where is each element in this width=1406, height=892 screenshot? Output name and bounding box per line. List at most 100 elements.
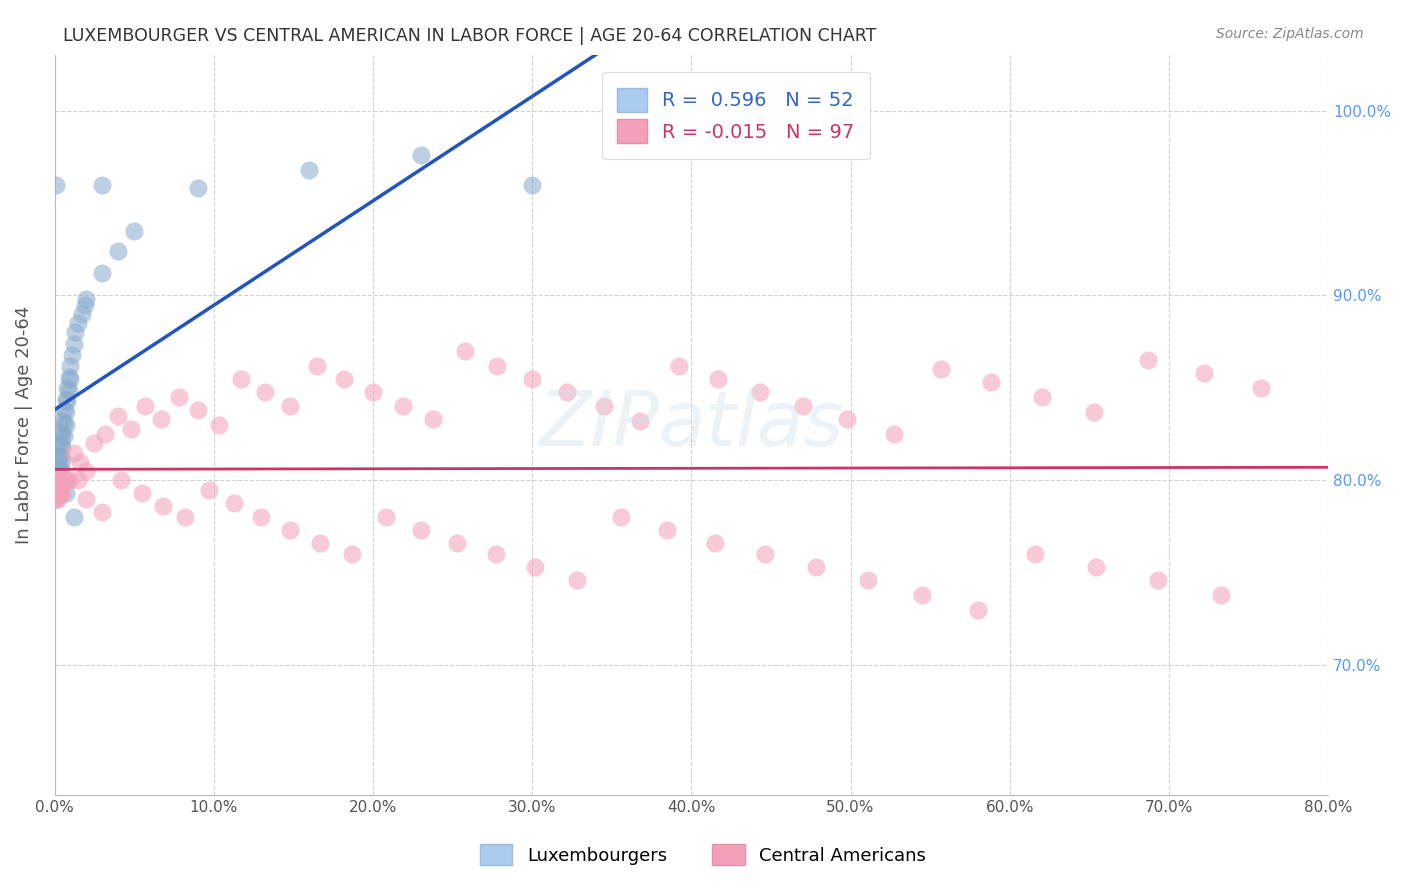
Point bbox=[62, 510, 84, 524]
Legend: R =  0.596   N = 52, R = -0.015   N = 97: R = 0.596 N = 52, R = -0.015 N = 97 bbox=[602, 72, 870, 159]
Point bbox=[409, 524, 432, 538]
Point bbox=[46, 474, 69, 488]
Point bbox=[600, 103, 623, 118]
Point bbox=[454, 343, 477, 358]
Point bbox=[46, 483, 69, 497]
Point bbox=[657, 524, 679, 538]
Point bbox=[94, 427, 117, 442]
Point bbox=[58, 383, 80, 397]
Point bbox=[75, 491, 97, 506]
Point bbox=[45, 460, 67, 475]
Point bbox=[51, 453, 73, 467]
Point bbox=[748, 384, 770, 399]
Y-axis label: In Labor Force | Age 20-64: In Labor Force | Age 20-64 bbox=[15, 306, 32, 544]
Point bbox=[837, 412, 859, 426]
Point bbox=[307, 359, 329, 373]
Point bbox=[51, 474, 73, 488]
Point bbox=[51, 486, 73, 500]
Point bbox=[707, 372, 730, 386]
Point bbox=[298, 162, 321, 177]
Point bbox=[278, 400, 301, 414]
Point bbox=[91, 178, 114, 192]
Point bbox=[422, 412, 444, 426]
Point bbox=[56, 381, 79, 395]
Point bbox=[53, 416, 76, 430]
Point bbox=[392, 400, 415, 414]
Point bbox=[1137, 353, 1160, 368]
Point bbox=[250, 510, 273, 524]
Point bbox=[520, 372, 543, 386]
Point bbox=[668, 359, 690, 373]
Point bbox=[62, 336, 84, 351]
Point bbox=[524, 560, 547, 574]
Point bbox=[49, 474, 72, 488]
Point bbox=[44, 474, 66, 488]
Point bbox=[48, 474, 70, 488]
Point bbox=[51, 414, 73, 428]
Point bbox=[46, 474, 69, 488]
Point bbox=[67, 316, 90, 330]
Point bbox=[46, 474, 69, 488]
Point bbox=[309, 536, 332, 550]
Point bbox=[49, 462, 72, 476]
Point bbox=[565, 573, 588, 587]
Point bbox=[45, 474, 67, 488]
Point bbox=[69, 455, 91, 469]
Point bbox=[70, 307, 93, 321]
Point bbox=[1211, 588, 1233, 602]
Point bbox=[75, 292, 97, 306]
Point bbox=[967, 603, 990, 617]
Point bbox=[59, 474, 82, 488]
Point bbox=[856, 573, 879, 587]
Point bbox=[55, 474, 77, 488]
Point bbox=[1146, 573, 1168, 587]
Text: ZIPatlas: ZIPatlas bbox=[538, 388, 844, 462]
Point bbox=[131, 486, 153, 500]
Point bbox=[49, 450, 72, 464]
Point bbox=[48, 486, 70, 500]
Point bbox=[91, 266, 114, 280]
Point bbox=[48, 474, 70, 488]
Point bbox=[62, 445, 84, 459]
Point bbox=[45, 483, 67, 497]
Point bbox=[628, 414, 651, 428]
Point bbox=[51, 427, 73, 442]
Point bbox=[592, 400, 614, 414]
Point bbox=[45, 491, 67, 506]
Point bbox=[45, 474, 67, 488]
Point bbox=[55, 405, 77, 419]
Legend: Luxembourgers, Central Americans: Luxembourgers, Central Americans bbox=[472, 837, 934, 872]
Point bbox=[374, 510, 396, 524]
Point bbox=[1024, 547, 1046, 561]
Point bbox=[46, 462, 69, 476]
Point bbox=[91, 505, 114, 519]
Point bbox=[883, 427, 905, 442]
Point bbox=[911, 588, 934, 602]
Point bbox=[56, 474, 79, 488]
Point bbox=[198, 483, 221, 497]
Point bbox=[83, 436, 105, 450]
Point bbox=[49, 474, 72, 488]
Point bbox=[1192, 366, 1215, 380]
Point bbox=[929, 362, 952, 376]
Text: LUXEMBOURGER VS CENTRAL AMERICAN IN LABOR FORCE | AGE 20-64 CORRELATION CHART: LUXEMBOURGER VS CENTRAL AMERICAN IN LABO… bbox=[63, 27, 877, 45]
Point bbox=[134, 400, 156, 414]
Point bbox=[704, 536, 727, 550]
Point bbox=[48, 474, 70, 488]
Point bbox=[46, 491, 69, 506]
Point bbox=[110, 474, 132, 488]
Point bbox=[45, 474, 67, 488]
Point bbox=[59, 359, 82, 373]
Point bbox=[150, 412, 173, 426]
Point bbox=[107, 409, 129, 423]
Point bbox=[49, 425, 72, 440]
Text: Source: ZipAtlas.com: Source: ZipAtlas.com bbox=[1216, 27, 1364, 41]
Point bbox=[55, 486, 77, 500]
Point bbox=[46, 450, 69, 464]
Point bbox=[174, 510, 197, 524]
Point bbox=[120, 422, 142, 436]
Point bbox=[73, 298, 96, 312]
Point bbox=[45, 486, 67, 500]
Point bbox=[45, 491, 67, 506]
Point bbox=[980, 376, 1002, 390]
